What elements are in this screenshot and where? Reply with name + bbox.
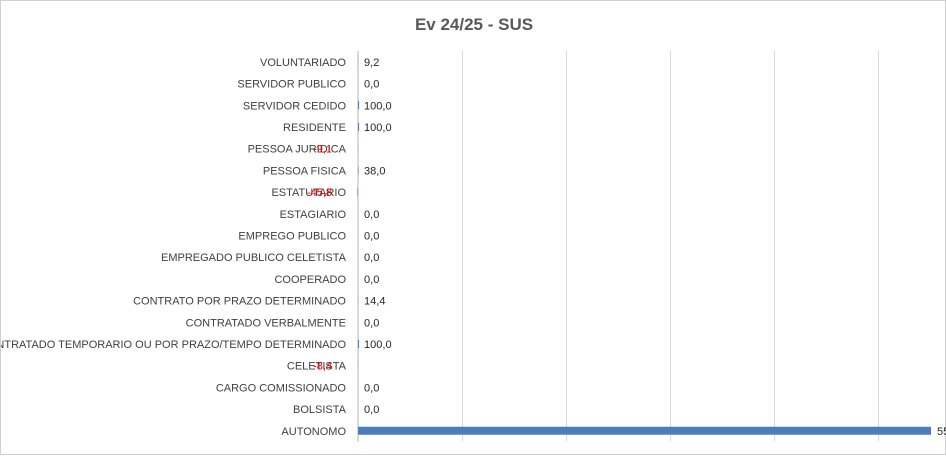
data-label: 55.100,0 (937, 426, 946, 438)
data-label: 100,0 (364, 100, 392, 112)
grid-layer (358, 51, 879, 442)
data-label: 100,0 (364, 339, 392, 351)
category-label: CONTRATO POR PRAZO DETERMINADO (133, 296, 346, 308)
data-label: 0,0 (364, 404, 379, 416)
bar (358, 427, 931, 435)
data-labels: 9,2 0,0 100,0 100,0 -9,1 38,0 -45,8 0,0 0,0 0,0 0,… (307, 57, 946, 438)
bar (358, 123, 359, 131)
data-label: -9,1 (313, 144, 332, 156)
category-label: COOPERADO (274, 274, 346, 286)
data-label: 9,2 (364, 57, 379, 69)
data-label: 0,0 (364, 382, 379, 394)
category-label: CONTRATADO TEMPORARIO OU POR PRAZO/TEMPO… (1, 339, 346, 351)
bar (358, 101, 359, 109)
category-label: CONTRATADO VERBALMENTE (186, 317, 346, 329)
category-label: VOLUNTARIADO (260, 57, 346, 69)
chart-title: Ev 24/25 - SUS (415, 15, 533, 34)
data-label: -8,4 (313, 361, 332, 373)
data-label: 0,0 (364, 317, 379, 329)
category-label: AUTONOMO (281, 426, 346, 438)
data-label: 0,0 (364, 79, 379, 91)
bar (358, 340, 359, 348)
category-label: RESIDENTE (283, 122, 346, 134)
category-label: BOLSISTA (293, 404, 347, 416)
data-label: 0,0 (364, 230, 379, 242)
data-label: 0,0 (364, 252, 379, 264)
category-labels: VOLUNTARIADO SERVIDOR PUBLICO SERVIDOR CED… (1, 57, 347, 438)
category-label: SERVIDOR PUBLICO (237, 79, 346, 91)
category-label: ESTAGIARIO (280, 209, 347, 221)
data-label: 0,0 (364, 274, 379, 286)
data-label: 100,0 (364, 122, 392, 134)
category-label: SERVIDOR CEDIDO (243, 100, 347, 112)
data-label: 14,4 (364, 296, 385, 308)
category-label: PESSOA FISICA (263, 165, 347, 177)
category-label: EMPREGADO PUBLICO CELETISTA (161, 252, 347, 264)
data-label: 0,0 (364, 209, 379, 221)
bars (358, 58, 931, 435)
data-label: -45,8 (307, 187, 332, 199)
category-label: EMPREGO PUBLICO (238, 230, 346, 242)
data-label: 38,0 (364, 165, 385, 177)
category-label: CARGO COMISSIONADO (216, 382, 347, 394)
